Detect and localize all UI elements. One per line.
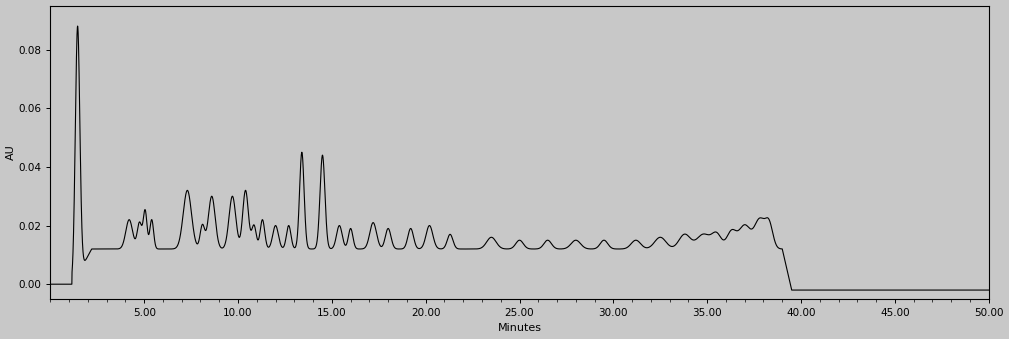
Y-axis label: AU: AU: [6, 144, 15, 160]
X-axis label: Minutes: Minutes: [497, 323, 542, 334]
